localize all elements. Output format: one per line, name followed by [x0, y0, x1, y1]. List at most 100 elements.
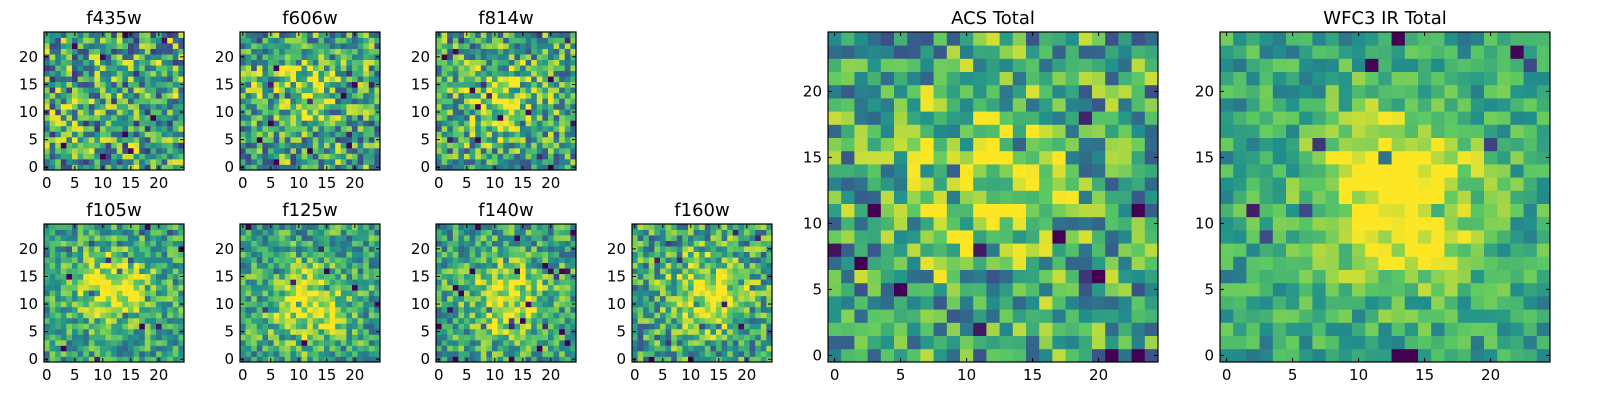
pixel — [486, 32, 493, 38]
pixel — [251, 158, 258, 165]
pixel — [49, 70, 56, 77]
pixel — [150, 229, 157, 236]
pixel — [111, 317, 118, 324]
pixel — [60, 92, 67, 99]
pixel — [933, 269, 948, 284]
pixel — [290, 65, 297, 72]
pixel — [49, 345, 56, 352]
pixel — [452, 279, 459, 286]
pixel — [648, 356, 655, 363]
pixel — [531, 136, 538, 143]
pixel — [352, 142, 358, 149]
pixel — [156, 229, 162, 236]
pixel — [682, 345, 689, 352]
pixel — [716, 301, 722, 308]
pixel — [542, 279, 549, 286]
pixel — [268, 98, 274, 105]
pixel — [1105, 269, 1119, 284]
pixel — [986, 216, 1000, 231]
pixel — [738, 323, 745, 330]
pixel — [497, 153, 504, 160]
pixel — [520, 240, 526, 247]
pixel — [346, 268, 353, 275]
pixel — [452, 70, 459, 77]
pixel — [973, 190, 987, 204]
pixel — [290, 131, 297, 138]
pixel — [475, 59, 482, 66]
pixel — [559, 81, 566, 88]
pixel — [284, 328, 291, 335]
pixel — [447, 295, 454, 302]
pixel — [262, 262, 269, 269]
pixel — [716, 339, 722, 346]
pixel — [279, 290, 286, 297]
pixel — [514, 317, 521, 324]
pixel — [525, 153, 532, 160]
pixel — [654, 306, 661, 313]
pixel — [60, 70, 67, 77]
pixel — [161, 81, 168, 88]
pixel — [340, 339, 347, 346]
pixel — [279, 87, 286, 94]
pixel — [704, 290, 711, 297]
pixel — [531, 153, 538, 160]
pixel — [514, 164, 521, 171]
pixel — [738, 306, 745, 313]
pixel — [77, 290, 84, 297]
pixel — [273, 339, 280, 346]
pixel — [172, 142, 179, 149]
pixel — [94, 290, 101, 297]
pixel — [172, 114, 179, 121]
pixel — [324, 306, 330, 313]
pixel — [1118, 282, 1132, 297]
pixel — [122, 48, 129, 55]
pixel — [458, 334, 465, 341]
pixel — [72, 103, 78, 110]
pixel — [324, 81, 330, 88]
pixel — [245, 323, 252, 330]
pixel — [704, 262, 711, 269]
pixel — [150, 284, 157, 291]
pixel — [520, 98, 526, 105]
pixel — [1039, 348, 1053, 363]
pixel — [94, 37, 101, 44]
pixel — [273, 328, 280, 335]
pixel — [1144, 335, 1159, 350]
f606w-xtick-label: 0 — [238, 174, 248, 192]
pixel — [290, 284, 297, 291]
pixel — [172, 229, 179, 236]
pixel — [357, 32, 364, 38]
pixel — [324, 251, 330, 258]
pixel — [172, 131, 179, 138]
pixel — [480, 32, 487, 38]
f160w-pixels — [632, 224, 773, 363]
pixel — [766, 334, 773, 341]
pixel — [907, 282, 921, 297]
pixel — [531, 229, 538, 236]
pixel — [514, 43, 521, 49]
pixel — [525, 37, 532, 44]
pixel — [262, 114, 269, 121]
pixel — [699, 350, 706, 357]
pixel — [497, 131, 504, 138]
pixel — [497, 158, 504, 165]
pixel — [133, 54, 140, 60]
pixel — [637, 328, 644, 335]
pixel — [654, 262, 661, 269]
pixel — [357, 312, 364, 319]
pixel — [111, 323, 118, 330]
pixel — [570, 37, 577, 44]
pixel — [100, 240, 106, 247]
pixel — [1052, 269, 1066, 284]
pixel — [60, 312, 67, 319]
pixel — [721, 339, 728, 346]
pixel — [469, 32, 476, 38]
pixel — [128, 92, 134, 99]
pixel — [503, 323, 510, 330]
pixel — [66, 279, 73, 286]
pixel — [318, 125, 325, 132]
pixel — [480, 268, 487, 275]
pixel — [497, 54, 504, 60]
pixel — [88, 125, 95, 132]
pixel — [854, 164, 868, 178]
